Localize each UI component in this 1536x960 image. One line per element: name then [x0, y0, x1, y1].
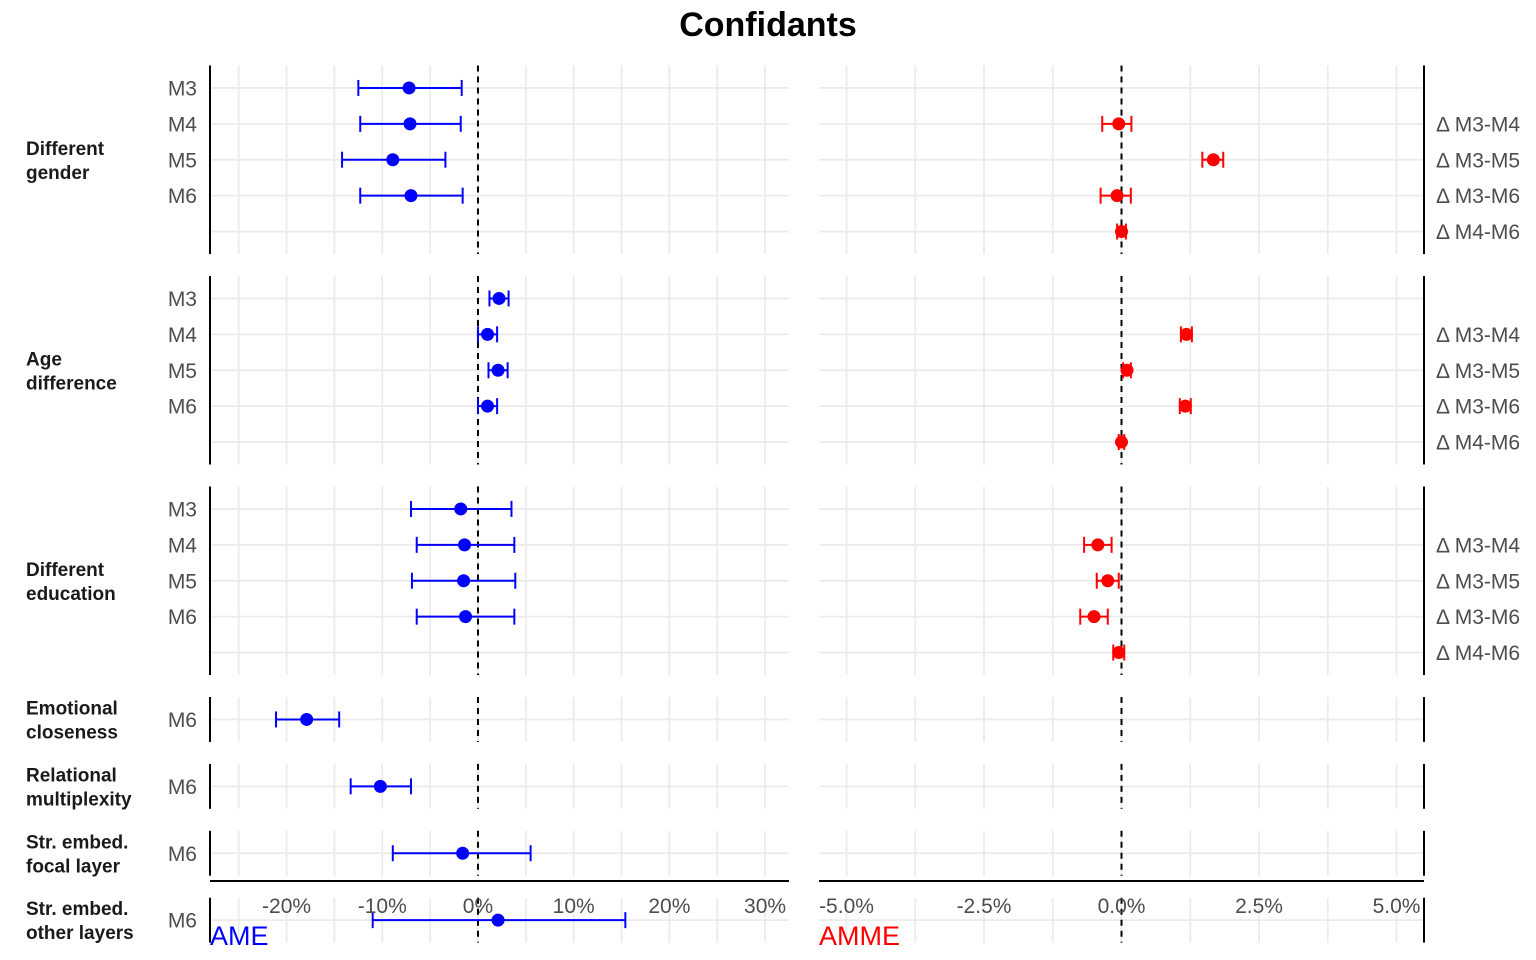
row-label-left: M5 — [168, 360, 197, 383]
x-tick-label-left: 10% — [553, 895, 595, 918]
row-label-left: M4 — [168, 324, 197, 347]
row-label-right: Δ M3-M6 — [1436, 396, 1520, 419]
ame-estimate-point — [459, 610, 473, 624]
ame-estimate-point — [492, 291, 506, 305]
left-x-axis-label: AME — [210, 921, 269, 951]
row-label-right: Δ M3-M6 — [1436, 606, 1520, 629]
amme-estimate-point — [1178, 399, 1192, 413]
chart-title: Confidants — [679, 6, 857, 44]
row-label-left: M5 — [168, 149, 197, 172]
group-label-line: difference — [26, 373, 117, 394]
x-tick-label-right: 5.0% — [1373, 895, 1421, 918]
group-label-line: focal layer — [26, 856, 121, 877]
ame-estimate-point — [386, 153, 400, 167]
row-label-right: Δ M3-M4 — [1436, 324, 1520, 347]
row-label-right: Δ M3-M5 — [1436, 570, 1520, 593]
ame-estimate-point — [458, 538, 472, 552]
row-label-left: M3 — [168, 288, 197, 311]
row-label-left: M4 — [168, 113, 197, 136]
group-label-line: education — [26, 584, 116, 605]
ame-estimate-point — [491, 363, 505, 377]
row-label-right: Δ M3-M6 — [1436, 185, 1520, 208]
amme-estimate-point — [1206, 153, 1220, 167]
group-label-line: Age — [26, 349, 62, 370]
group-label-line: other layers — [26, 923, 134, 944]
row-label-left: M4 — [168, 534, 197, 557]
amme-estimate-point — [1112, 646, 1126, 660]
x-tick-label-left: 20% — [648, 895, 690, 918]
row-label-right: Δ M3-M4 — [1436, 534, 1520, 557]
group-label-line: closeness — [26, 722, 118, 743]
group-label-line: gender — [26, 163, 90, 184]
x-tick-label-left: 0% — [463, 895, 493, 918]
amme-estimate-point — [1120, 363, 1134, 377]
amme-estimate-point — [1115, 435, 1128, 449]
x-tick-label-right: 2.5% — [1235, 895, 1283, 918]
group-label-line: Str. embed. — [26, 832, 128, 853]
row-label-left: M6 — [168, 185, 197, 208]
ame-estimate-point — [373, 779, 387, 793]
group-label-line: Different — [26, 560, 105, 581]
text-layer: M3 M4 M5 M6 Δ M3-M4 Δ M3-M5 Δ M3-M6 Δ M4-M6 Diff… — [26, 77, 1520, 944]
ame-estimate-point — [481, 327, 495, 341]
group-label-line: Str. embed. — [26, 899, 128, 920]
group-label-line: multiplexity — [26, 789, 132, 810]
row-label-left: M5 — [168, 570, 197, 593]
amme-estimate-point — [1091, 538, 1105, 552]
group-label-line: Relational — [26, 765, 117, 786]
x-tick-label-left: 30% — [744, 895, 786, 918]
row-label-left: M6 — [168, 910, 197, 933]
amme-estimate-point — [1110, 189, 1124, 203]
row-label-left: M6 — [168, 606, 197, 629]
row-label-right: Δ M4-M6 — [1436, 642, 1520, 665]
amme-estimate-point — [1112, 117, 1126, 131]
axis-layer — [209, 65, 1425, 943]
amme-estimate-point — [1101, 574, 1115, 588]
row-label-right: Δ M4-M6 — [1436, 221, 1520, 244]
row-label-left: M6 — [168, 709, 197, 732]
x-tick-label-left: -10% — [358, 895, 407, 918]
ame-estimate-point — [404, 189, 418, 203]
amme-estimate-point — [1115, 225, 1128, 239]
row-label-right: Δ M3-M5 — [1436, 149, 1520, 172]
x-tick-label-right: -2.5% — [957, 895, 1012, 918]
row-label-left: M6 — [168, 843, 197, 866]
ame-estimate-point — [402, 81, 416, 95]
amme-estimate-point — [1087, 610, 1101, 624]
grid-layer — [210, 65, 1424, 943]
ame-estimate-point — [481, 399, 495, 413]
row-label-left: M6 — [168, 776, 197, 799]
x-tick-label-right: -5.0% — [819, 895, 874, 918]
marks-layer — [275, 79, 1225, 929]
ame-estimate-point — [403, 117, 417, 131]
row-label-right: Δ M4-M6 — [1436, 432, 1520, 455]
group-label-line: Different — [26, 139, 105, 160]
amme-estimate-point — [1179, 327, 1193, 341]
row-label-left: M3 — [168, 77, 197, 100]
row-label-right: Δ M3-M4 — [1436, 113, 1520, 136]
ame-estimate-point — [300, 712, 314, 726]
ame-estimate-point — [457, 574, 471, 588]
group-label-line: Emotional — [26, 698, 118, 719]
x-tick-label-left: -20% — [262, 895, 311, 918]
row-label-left: M6 — [168, 396, 197, 419]
ame-estimate-point — [456, 846, 470, 860]
ame-estimate-point — [491, 913, 505, 927]
x-tick-label-right: 0.0% — [1098, 895, 1146, 918]
row-label-left: M3 — [168, 498, 197, 521]
ame-estimate-point — [454, 502, 468, 516]
row-label-right: Δ M3-M5 — [1436, 360, 1520, 383]
right-x-axis-label: AMME — [819, 921, 900, 951]
